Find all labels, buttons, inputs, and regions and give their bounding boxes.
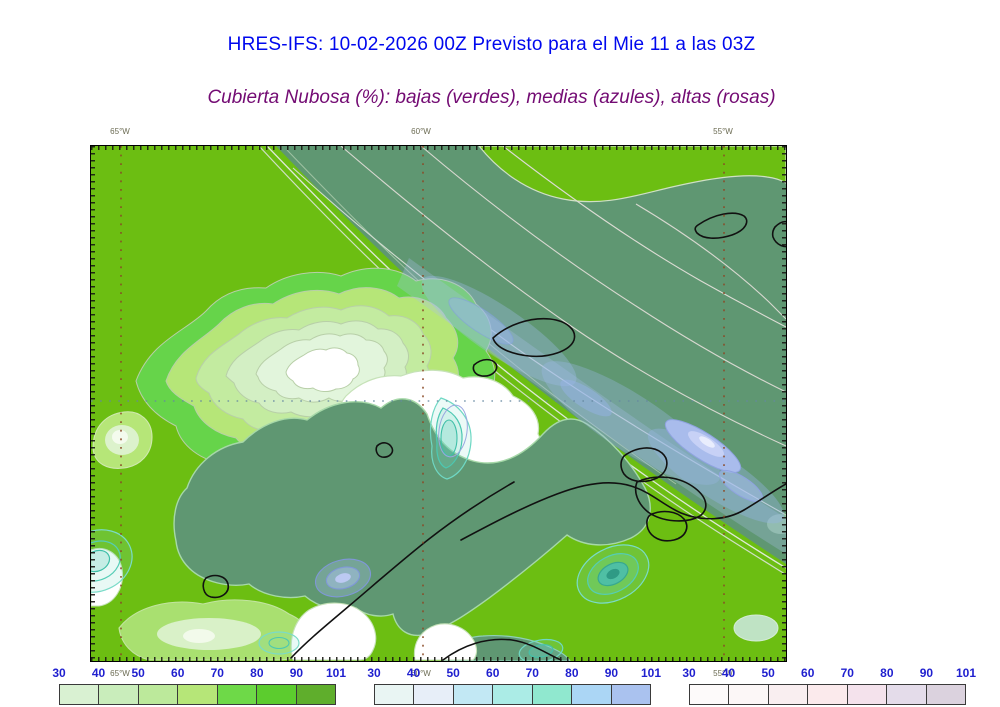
colorbar-tick-label: 60 [171, 666, 185, 680]
colorbar-tick-label: 90 [289, 666, 304, 680]
page-subtitle: Cubierta Nubosa (%): bajas (verdes), med… [207, 87, 776, 108]
colorbar-tick-label: 40 [406, 666, 421, 680]
colorbar-tick-label: 80 [250, 666, 264, 680]
colorbar-tick-label: 60 [486, 666, 500, 680]
coastlines [202, 212, 786, 661]
colorbar-scale [374, 684, 651, 705]
colorbar-segment [60, 685, 100, 704]
lon-label-bottom-60w: 60°W [411, 669, 431, 678]
colorbar-segment [572, 685, 612, 704]
colorbar-segment [296, 685, 335, 704]
colorbar-tick-label: 101 [325, 666, 347, 680]
colorbar-segment [375, 685, 415, 704]
colorbar-tick-label: 90 [919, 666, 934, 680]
colorbar-segment [178, 685, 218, 704]
colorbar-segment [217, 685, 258, 704]
colorbar-tick-label: 40 [721, 666, 736, 680]
colorbar-segment [847, 685, 888, 704]
lon-label-bottom-65w: 65°W [110, 669, 130, 678]
colorbar-scale [59, 684, 336, 705]
colorbar-mid-clouds-blue: 30 40 50 60 70 80 90 101 [367, 666, 661, 706]
colorbar-segment [453, 685, 494, 704]
page-title: HRES-IFS: 10-02-2026 00Z Previsto para e… [227, 34, 756, 55]
cloud-cover-map-canvas [91, 146, 786, 661]
colorbar-segment [493, 685, 533, 704]
colorbar-tick-label: 70 [525, 666, 539, 680]
lon-label-top-55w: 55°W [713, 127, 733, 136]
colorbar-segment [414, 685, 454, 704]
colorbar-segment [690, 685, 730, 704]
lon-label-top-65w: 65°W [110, 127, 130, 136]
colorbar-tick-label: 30 [682, 666, 696, 680]
small-blobs-right [733, 514, 786, 642]
colorbar-scale [689, 684, 966, 705]
colorbar-segment [768, 685, 809, 704]
colorbar-segment [99, 685, 139, 704]
colorbar-tick-label: 70 [840, 666, 854, 680]
colorbar-segment [611, 685, 650, 704]
colorbar-tick-label: 101 [640, 666, 662, 680]
teal-contour-clusters [91, 397, 650, 661]
clear-sky-patches-bottom [290, 602, 478, 661]
top-right-green-band [478, 146, 786, 203]
colorbar-segment [926, 685, 965, 704]
colorbar-segment [887, 685, 927, 704]
colorbar-tick-label: 50 [761, 666, 775, 680]
colorbar-tick-label: 80 [880, 666, 894, 680]
sea-green-region-south [173, 398, 651, 636]
lon-label-bottom-55w: 55°W [713, 669, 733, 678]
colorbar-tick-label: 50 [446, 666, 460, 680]
colorbar-high-clouds-pink: 30 40 50 60 70 80 90 101 [682, 666, 976, 706]
colorbar-tick-label: 40 [91, 666, 106, 680]
colorbar-tick-label: 30 [367, 666, 381, 680]
colorbar-segment [138, 685, 179, 704]
colorbar-low-clouds-green: 30 40 50 60 70 80 90 101 [52, 666, 346, 706]
colorbar-segment [532, 685, 573, 704]
high-cloud-contour-streaks [292, 146, 786, 516]
colorbar-segment [257, 685, 297, 704]
colorbar-tick-label: 60 [801, 666, 815, 680]
colorbar-tick-label: 30 [52, 666, 66, 680]
colorbar-tick-label: 50 [131, 666, 145, 680]
colorbar-tick-label: 101 [955, 666, 977, 680]
colorbar-tick-label: 80 [565, 666, 579, 680]
sea-green-region [258, 146, 786, 575]
colorbar-segment [729, 685, 769, 704]
map-plot [90, 145, 787, 662]
colorbar-segment [808, 685, 848, 704]
colorbar-tick-label: 90 [604, 666, 619, 680]
colorbar-tick-label: 70 [210, 666, 224, 680]
lon-label-top-60w: 60°W [411, 127, 431, 136]
pale-green-blob-bottom-left [118, 599, 312, 661]
mid-cloud-blue-band [315, 258, 786, 598]
